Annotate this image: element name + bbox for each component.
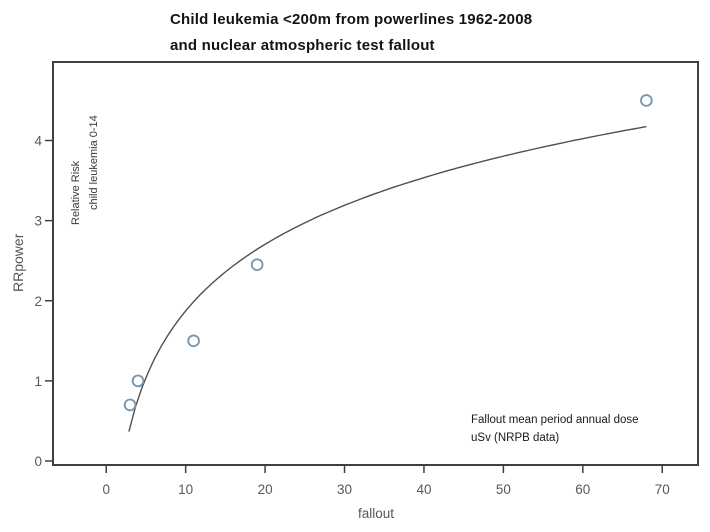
x-axis-tick-label: 0 <box>102 482 110 497</box>
fit-curve <box>128 125 647 432</box>
plot-border <box>52 61 699 466</box>
x-axis-label: fallout <box>357 506 395 521</box>
annotation: Fallout mean period annual dose uSv (NRP… <box>471 411 639 447</box>
y-axis-label: RRpower <box>10 233 26 292</box>
data-point <box>123 398 137 412</box>
y-axis-tick-label: 0 <box>34 454 42 469</box>
x-axis-tick-label: 20 <box>258 482 273 497</box>
y-axis-tick-label: 1 <box>34 374 42 389</box>
data-point <box>250 258 264 272</box>
annotation-line1: Fallout mean period annual dose <box>471 414 639 426</box>
y-axis-tick-label: 2 <box>34 294 42 309</box>
y-axis-tick-label: 4 <box>34 134 42 149</box>
chart-title: Child leukemia <200m from powerlines 196… <box>170 7 532 59</box>
y-axis-tick-label: 3 <box>34 214 42 229</box>
data-point <box>640 94 653 107</box>
x-axis-tick-label: 30 <box>337 482 352 497</box>
chart-title-line1: Child leukemia <200m from powerlines 196… <box>170 11 533 28</box>
inner-label-line1: Relative Risk <box>70 160 82 225</box>
x-axis-tick-label: 50 <box>496 482 511 497</box>
data-point <box>187 334 200 348</box>
x-axis-tick-label: 10 <box>178 482 193 497</box>
x-axis-tick-label: 40 <box>416 482 431 497</box>
x-axis-tick-label: 70 <box>655 482 670 497</box>
annotation-line2: uSv (NRPB data) <box>471 432 560 444</box>
x-axis-tick-label: 60 <box>575 482 590 497</box>
chart-title-line2: and nuclear atmospheric test fallout <box>170 37 435 54</box>
inner-label-line2: child leukemia 0-14 <box>88 115 100 210</box>
data-point <box>131 374 145 388</box>
